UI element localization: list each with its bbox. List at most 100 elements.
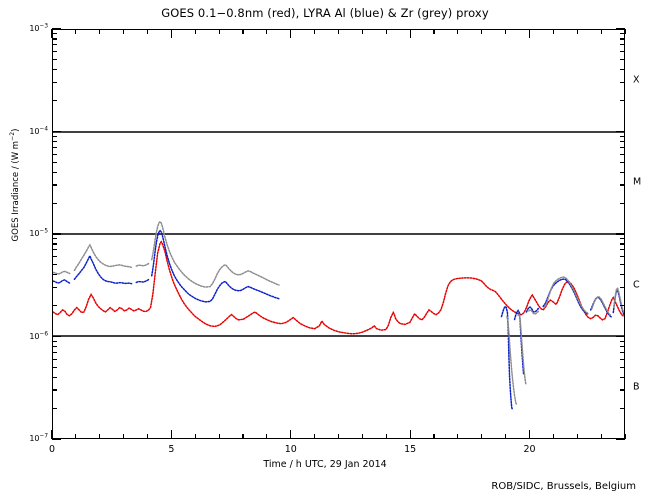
plot-area xyxy=(52,29,625,439)
x-tick-minor-top xyxy=(505,29,507,34)
y-tick-minor-right xyxy=(620,153,625,155)
y-tick-minor-right xyxy=(620,389,625,391)
series-line-lyra_zr xyxy=(528,309,540,315)
series-line-lyra_zr xyxy=(135,262,151,267)
x-tick-minor xyxy=(624,434,626,439)
x-tick-minor-top xyxy=(361,29,363,34)
y-tick-major-right xyxy=(616,130,625,133)
y-tick-minor xyxy=(52,358,57,360)
series-line-lyra_zr xyxy=(53,270,71,275)
y-tick-minor-right xyxy=(620,286,625,289)
y-tick-minor xyxy=(52,81,57,84)
y-tick-minor xyxy=(52,305,57,307)
y-tick-major xyxy=(52,438,61,440)
y-tick-major-right xyxy=(616,438,625,440)
y-tick-minor-right xyxy=(620,376,625,378)
x-tick-minor-top xyxy=(266,29,268,34)
x-tick-label: 0 xyxy=(48,444,56,455)
y-tick-major xyxy=(52,130,61,133)
x-tick-minor xyxy=(552,434,554,439)
x-tick-minor xyxy=(146,434,149,439)
series-line-lyra_zr xyxy=(613,286,624,314)
y-tick-major-right xyxy=(616,233,625,235)
x-tick-label: 10 xyxy=(284,444,297,455)
x-tick-major-top xyxy=(409,29,411,38)
y-tick-minor-right xyxy=(620,146,625,148)
x-tick-label: 5 xyxy=(168,444,175,455)
x-tick-minor-top xyxy=(194,29,196,34)
x-tick-minor-top xyxy=(99,29,101,34)
y-tick-minor xyxy=(52,184,57,186)
series-line-lyra_zr xyxy=(506,315,518,406)
y-tick-minor xyxy=(52,340,57,342)
y-tick-minor xyxy=(52,33,57,35)
y-tick-minor-right xyxy=(620,161,625,163)
y-tick-minor-right xyxy=(620,33,625,35)
y-tick-minor xyxy=(52,345,57,348)
y-axis-label: GOES Irradiance / (W m−2) xyxy=(9,128,21,242)
y-tick-minor-right xyxy=(620,305,625,307)
y-tick-minor xyxy=(52,69,57,71)
x-tick-minor-top xyxy=(457,29,459,34)
y-tick-minor xyxy=(52,146,57,148)
x-tick-label: 20 xyxy=(523,444,536,455)
y-tick-minor xyxy=(52,140,57,143)
x-tick-minor-top xyxy=(576,29,578,34)
flare-class-label-m: M xyxy=(633,176,642,188)
x-tick-minor xyxy=(218,434,220,439)
x-tick-minor xyxy=(337,434,340,439)
x-tick-minor xyxy=(123,434,125,439)
y-tick-minor-right xyxy=(620,256,625,258)
y-tick-minor-right xyxy=(620,351,625,353)
x-tick-minor xyxy=(385,434,387,439)
y-tick-minor-right xyxy=(620,407,625,409)
x-tick-label: 15 xyxy=(404,444,417,455)
y-tick-minor-right xyxy=(620,69,625,71)
y-tick-label: 10−7 xyxy=(29,433,48,443)
x-tick-major xyxy=(51,430,53,439)
y-tick-minor-right xyxy=(620,274,625,276)
x-tick-minor xyxy=(314,434,316,439)
x-tick-minor-top xyxy=(600,29,602,34)
x-tick-minor-top xyxy=(242,29,244,34)
y-tick-minor-right xyxy=(620,44,625,46)
footer-credit: ROB/SIDC, Brussels, Belgium xyxy=(491,481,636,492)
y-tick-minor xyxy=(52,243,57,245)
series-line-lyra_al xyxy=(73,254,133,285)
y-tick-label: 10−3 xyxy=(29,23,48,33)
x-tick-minor xyxy=(600,434,602,439)
y-tick-minor xyxy=(52,407,57,409)
y-tick-minor-right xyxy=(620,51,625,53)
x-tick-minor-top xyxy=(624,29,626,34)
x-tick-minor xyxy=(457,434,459,439)
x-tick-major-top xyxy=(170,29,172,38)
x-tick-major xyxy=(170,430,172,439)
y-tick-minor xyxy=(52,153,57,155)
x-tick-minor xyxy=(433,434,435,439)
y-tick-major-right xyxy=(616,335,625,338)
y-tick-minor-right xyxy=(620,135,625,137)
flare-class-label-x: X xyxy=(633,74,640,86)
chart-title: GOES 0.1−0.8nm (red), LYRA Al (blue) & Z… xyxy=(161,6,489,20)
series-line-lyra_zr xyxy=(73,243,133,272)
y-tick-label: 10−4 xyxy=(29,125,48,136)
series-line-lyra_zr xyxy=(591,295,612,317)
y-tick-label: 10−6 xyxy=(29,330,48,341)
x-tick-minor xyxy=(242,434,244,439)
y-tick-minor-right xyxy=(620,249,625,251)
flare-class-label-b: B xyxy=(633,381,640,393)
x-tick-minor-top xyxy=(385,29,387,34)
x-tick-major-top xyxy=(528,29,531,38)
y-tick-minor xyxy=(52,249,57,251)
y-tick-minor xyxy=(52,100,57,102)
y-tick-minor xyxy=(52,38,57,40)
y-tick-minor xyxy=(52,264,57,266)
x-axis-label: Time / h UTC, 29 Jan 2014 xyxy=(263,459,387,470)
y-tick-minor xyxy=(52,44,57,46)
x-tick-major-top xyxy=(51,29,53,38)
y-tick-minor-right xyxy=(620,38,625,40)
x-tick-minor xyxy=(266,434,268,439)
y-tick-minor xyxy=(52,376,57,378)
y-tick-minor-right xyxy=(620,100,625,102)
y-tick-minor xyxy=(52,274,57,276)
